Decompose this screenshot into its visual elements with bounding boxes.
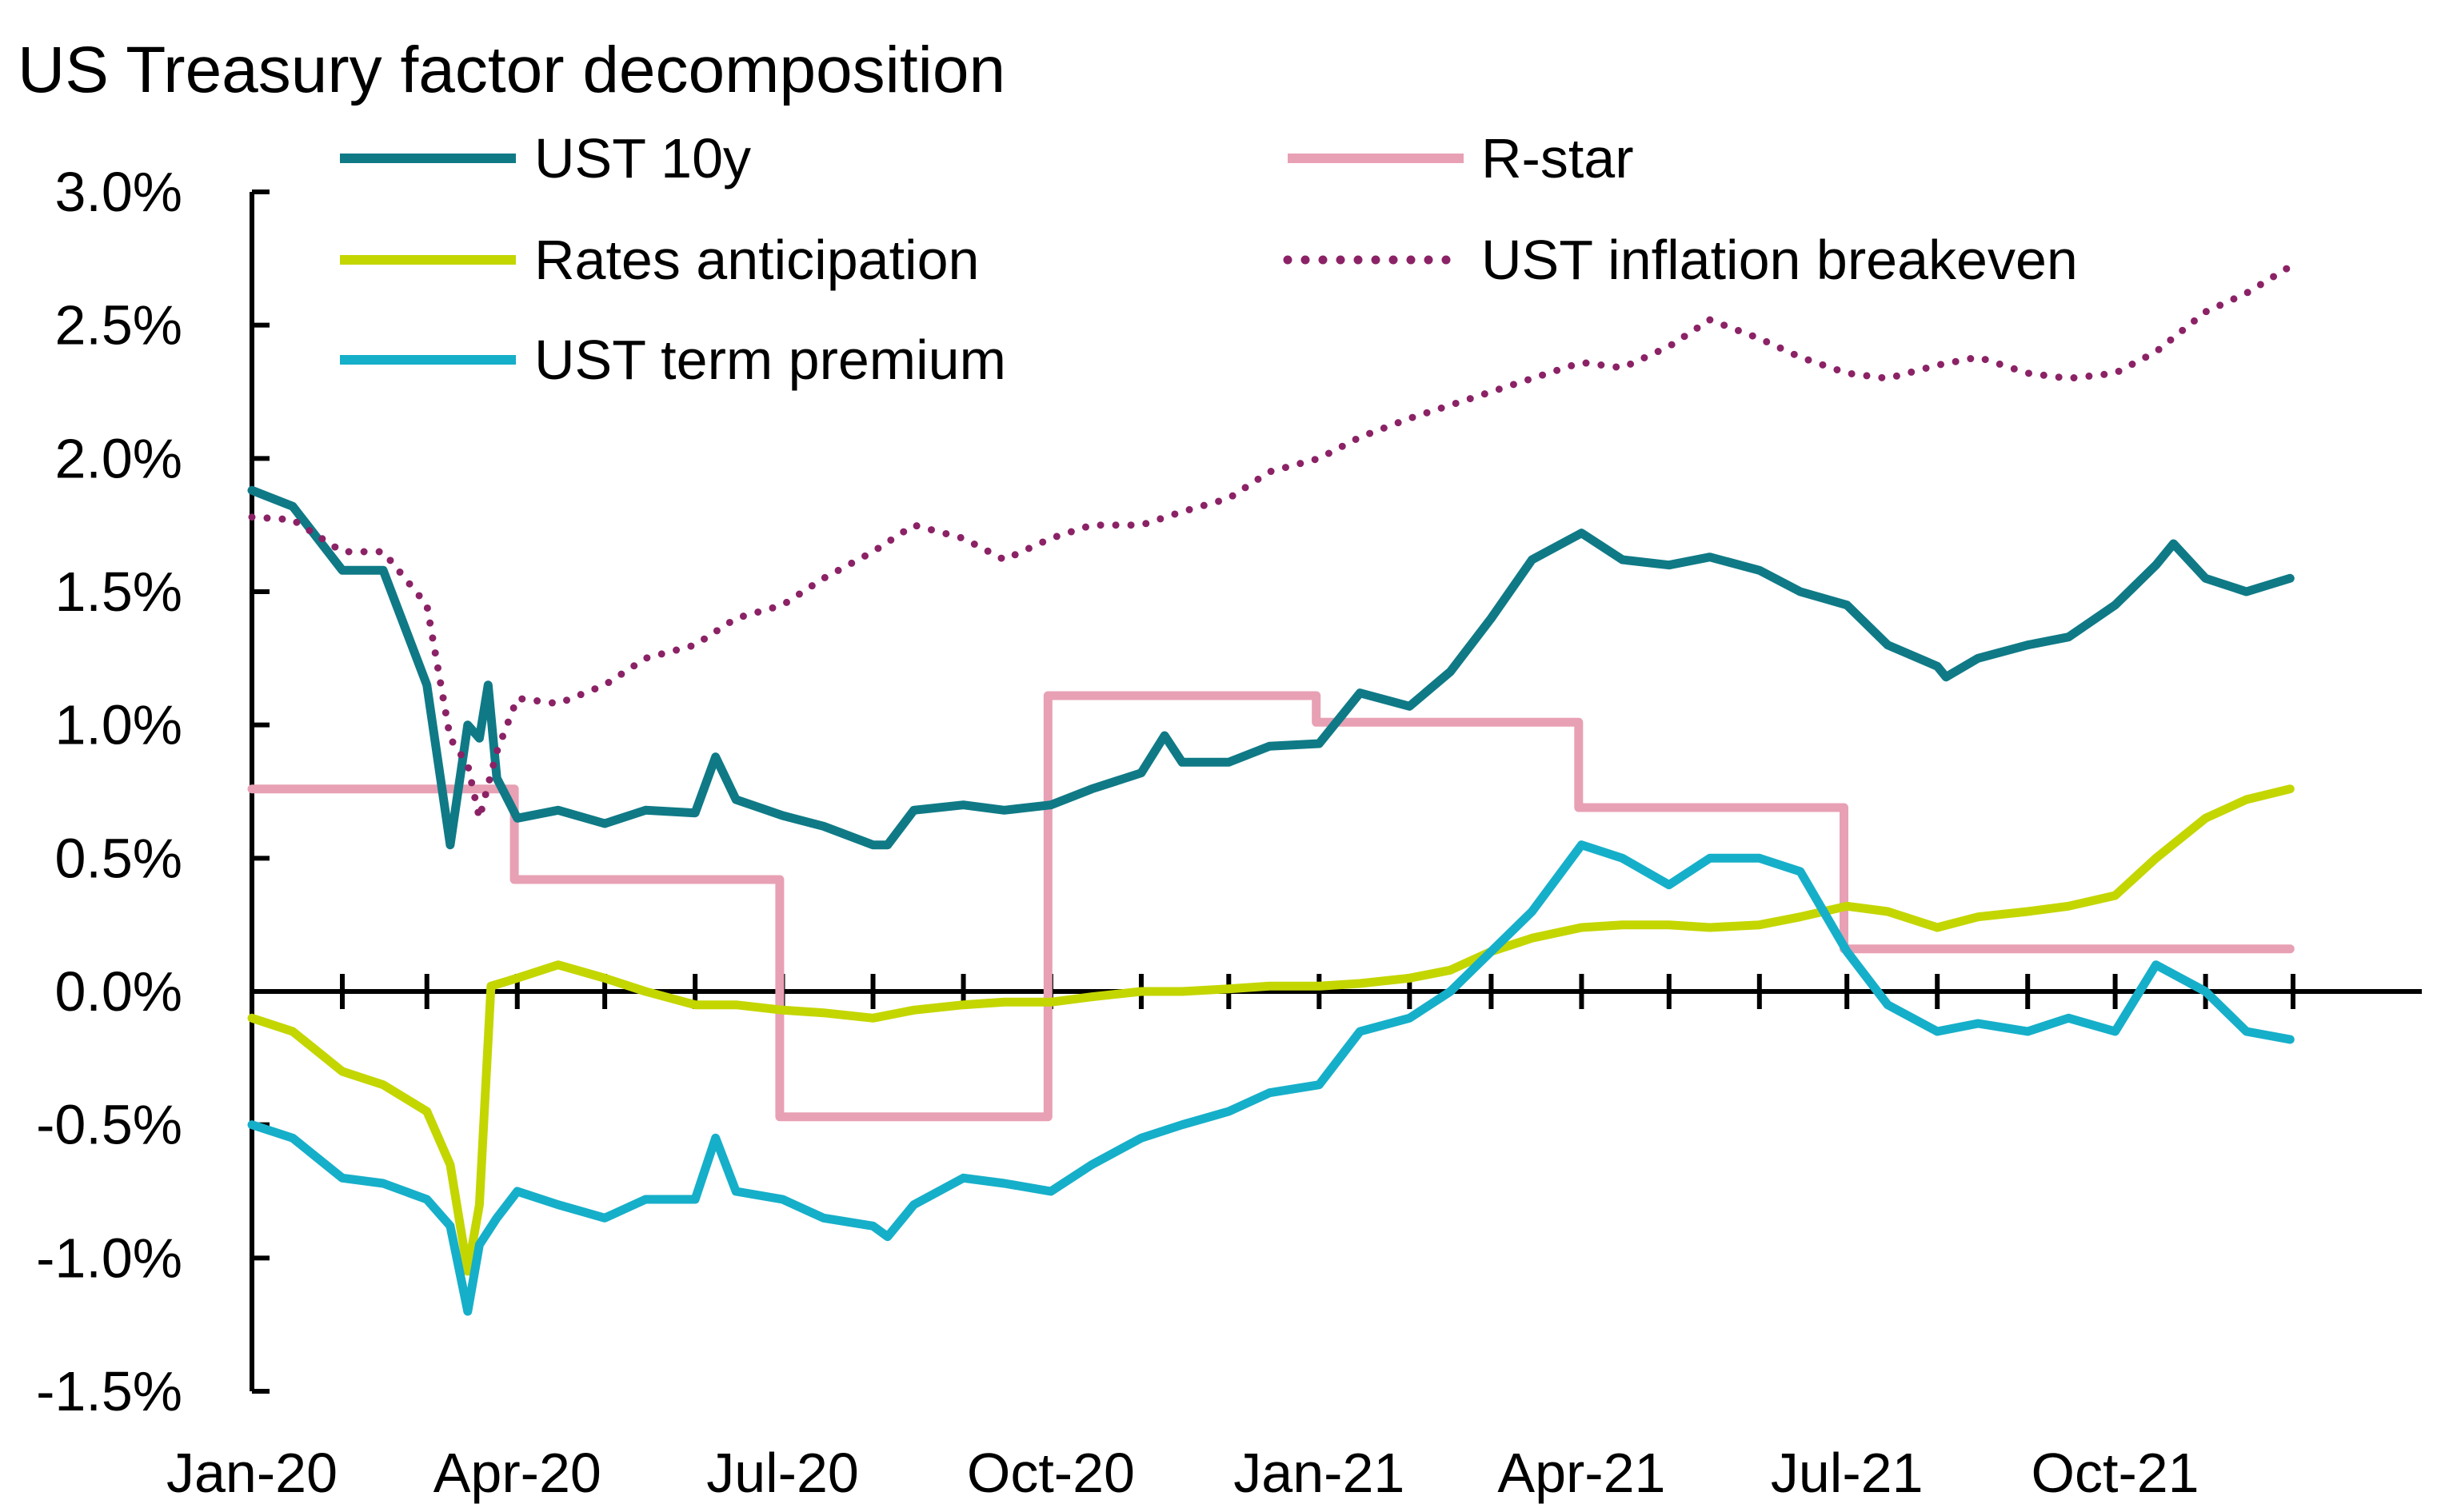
legend-label-ust-inflation-breakeven: UST inflation breakeven bbox=[1481, 229, 2078, 291]
y-tick-label: 2.5% bbox=[54, 294, 182, 357]
legend-item-r-star: R-star bbox=[1288, 127, 1634, 189]
x-tick-label: Apr-21 bbox=[1497, 1442, 1665, 1504]
y-tick-label: 1.0% bbox=[54, 694, 182, 756]
x-tick-label: Jan-20 bbox=[166, 1442, 338, 1504]
x-tick-label: Apr-20 bbox=[433, 1442, 601, 1504]
y-tick-label: -1.5% bbox=[36, 1360, 182, 1422]
y-tick-label: -1.0% bbox=[36, 1227, 182, 1289]
y-tick-label: -0.5% bbox=[36, 1094, 182, 1156]
x-tick-label: Jan-21 bbox=[1233, 1442, 1404, 1504]
y-tick-label: 2.0% bbox=[54, 427, 182, 489]
legend-item-ust-10y: UST 10y bbox=[340, 127, 751, 189]
legend-item-ust-term-premium: UST term premium bbox=[340, 329, 1006, 391]
series-line-rates-anticipation bbox=[247, 784, 2295, 1276]
y-tick-label: 1.5% bbox=[54, 561, 182, 623]
legend-item-ust-inflation-breakeven: UST inflation breakeven bbox=[1283, 229, 2078, 291]
legend-label-r-star: R-star bbox=[1481, 127, 1634, 189]
legend-label-rates-anticipation: Rates anticipation bbox=[534, 229, 979, 291]
legend-label-ust-term-premium: UST term premium bbox=[534, 329, 1006, 391]
series-line-ust-term-premium bbox=[247, 840, 2295, 1316]
y-tick-label: 0.5% bbox=[54, 827, 182, 889]
x-tick-label: Jul-21 bbox=[1771, 1442, 1924, 1504]
legend-item-rates-anticipation: Rates anticipation bbox=[340, 229, 979, 291]
y-tick-label: 0.0% bbox=[54, 960, 182, 1023]
series-line-ust-inflation-breakeven bbox=[248, 262, 2294, 822]
chart-title: US Treasury factor decomposition bbox=[18, 34, 1005, 106]
x-tick-label: Oct-20 bbox=[967, 1442, 1135, 1504]
legend: UST 10y R-star Rates anticipation UST in… bbox=[340, 127, 2078, 391]
series-line-ust-10y bbox=[247, 485, 2295, 850]
y-tick-label: 3.0% bbox=[54, 161, 182, 223]
series-line-r-star bbox=[247, 691, 2295, 1122]
series-lines bbox=[247, 262, 2295, 1316]
x-tick-label: Oct-21 bbox=[2032, 1442, 2199, 1504]
x-tick-label: Jul-20 bbox=[706, 1442, 859, 1504]
legend-label-ust-10y: UST 10y bbox=[534, 127, 751, 189]
x-axis: Jan-20 Apr-20 Jul-20 Oct-20 Jan-21 Apr-21 Jul-… bbox=[166, 974, 2422, 1504]
y-axis: 3.0% 2.5% 2.0% 1.5% 1.0% 0.5% 0.0% -0.5% -1.0% -1… bbox=[36, 161, 270, 1422]
